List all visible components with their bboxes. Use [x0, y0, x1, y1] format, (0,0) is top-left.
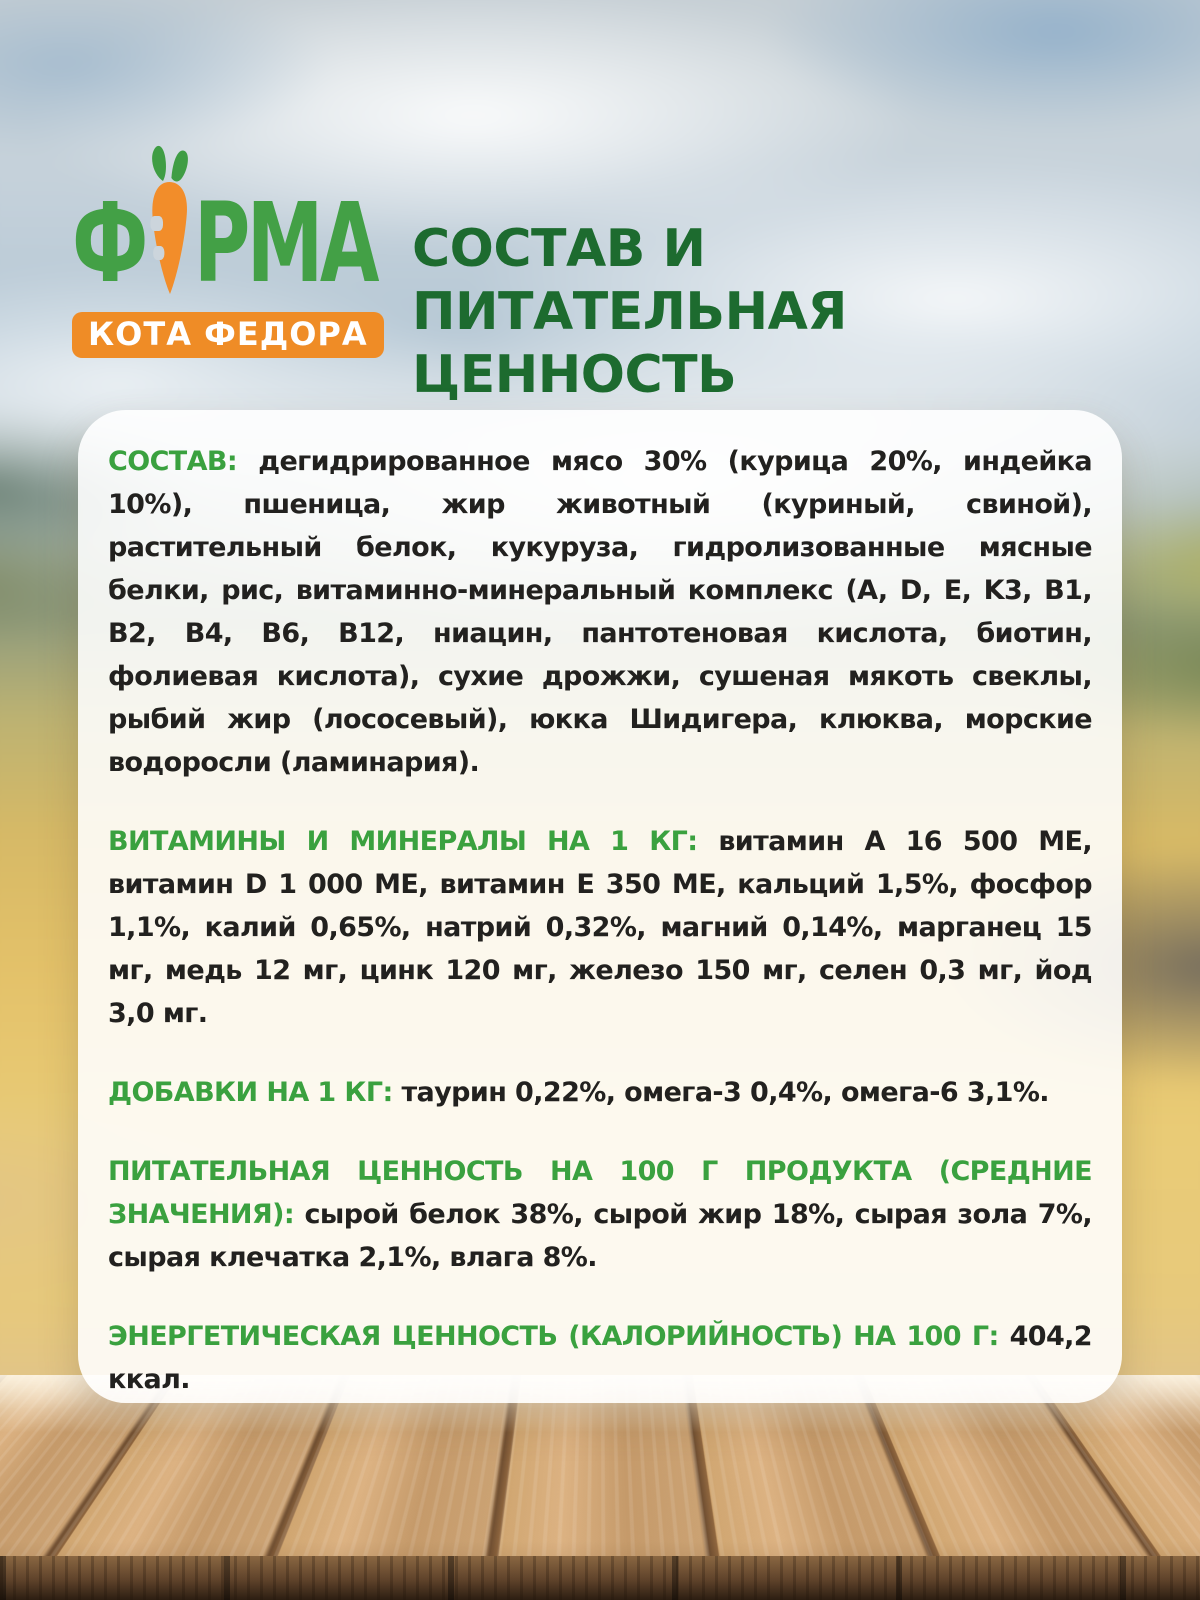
section-composition-text: дегидрированное мясо 30% (курица 20%, ин…: [108, 446, 1092, 778]
product-infographic: Ф РМА КОТА ФЕДОРА СОСТАВ И ПИТАТЕЛЬНАЯ Ц…: [0, 0, 1200, 1600]
section-additives-label: ДОБАВКИ НА 1 КГ:: [108, 1077, 393, 1108]
section-nutrition-value: ПИТАТЕЛЬНАЯ ЦЕННОСТЬ НА 100 Г ПРОДУКТА (…: [108, 1150, 1092, 1279]
table-front-edge: [0, 1556, 1200, 1600]
section-energy-value-label: ЭНЕРГЕТИЧЕСКАЯ ЦЕННОСТЬ (КАЛОРИЙНОСТЬ) Н…: [108, 1321, 999, 1352]
brand-logo-letter-f: Ф: [72, 186, 145, 300]
brand-logo-letters-rma: РМА: [194, 186, 376, 300]
section-composition-label: СОСТАВ:: [108, 446, 237, 477]
section-energy-value: ЭНЕРГЕТИЧЕСКАЯ ЦЕННОСТЬ (КАЛОРИЙНОСТЬ) Н…: [108, 1315, 1092, 1401]
section-vitamins-minerals-label: ВИТАМИНЫ И МИНЕРАЛЫ НА 1 КГ:: [108, 826, 697, 857]
brand-badge-label: КОТА ФЕДОРА: [88, 315, 368, 353]
carrot-icon: [146, 142, 192, 300]
section-additives: ДОБАВКИ НА 1 КГ: таурин 0,22%, омега-3 0…: [108, 1071, 1092, 1114]
brand-logo-word: Ф РМА: [72, 150, 376, 300]
brand-badge: КОТА ФЕДОРА: [72, 312, 384, 358]
wooden-table: [0, 1375, 1200, 1600]
section-vitamins-minerals: ВИТАМИНЫ И МИНЕРАЛЫ НА 1 КГ: витамин А 1…: [108, 820, 1092, 1035]
page-title: СОСТАВ И ПИТАТЕЛЬНАЯ ЦЕННОСТЬ: [412, 218, 1136, 407]
section-composition: СОСТАВ: дегидрированное мясо 30% (курица…: [108, 440, 1092, 784]
section-additives-text: таурин 0,22%, омега-3 0,4%, омега-6 3,1%…: [401, 1077, 1048, 1108]
info-card: СОСТАВ: дегидрированное мясо 30% (курица…: [78, 410, 1122, 1403]
